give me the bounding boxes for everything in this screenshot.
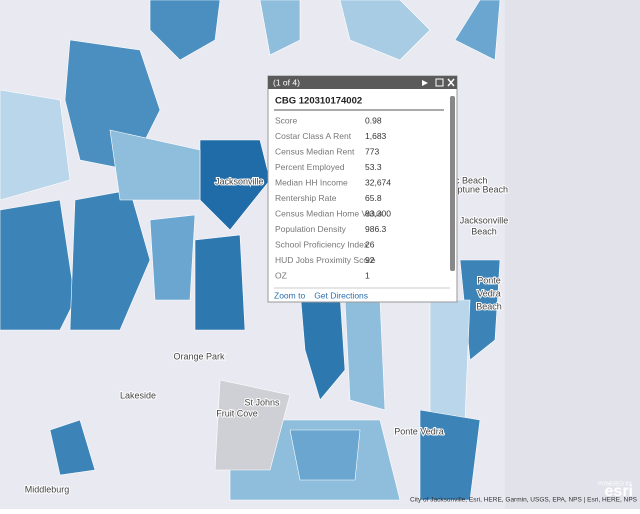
field-label: OZ (275, 270, 287, 280)
field-label: Score (275, 115, 297, 125)
place-label: Ponte (477, 275, 501, 285)
popup-rows: Score 0.98 Costar Class A Rent 1,683 Census … (275, 115, 391, 280)
next-button[interactable] (422, 80, 428, 86)
field-label: Population Density (275, 224, 347, 234)
action-link[interactable]: Zoom to (274, 290, 305, 300)
logo-caption: POWERED BY (598, 481, 633, 487)
place-label: Beach (471, 226, 497, 236)
field-value: 65.8 (365, 193, 382, 203)
place-label: Neptune Beach (446, 184, 508, 194)
place-label: St Johns (244, 397, 280, 407)
close-button[interactable] (447, 78, 455, 87)
field-value: 53.3 (365, 162, 382, 172)
field-value: 26 (365, 239, 375, 249)
place-label: Lakeside (120, 390, 156, 400)
field-value: 92 (365, 255, 375, 265)
popup-counter: (1 of 4) (273, 77, 300, 87)
popup-panel (267, 75, 458, 303)
place-label: Middleburg (25, 484, 70, 494)
ocean (505, 0, 640, 509)
field-label: Percent Employed (275, 162, 345, 172)
place-label: Fruit Cove (216, 408, 258, 418)
field-value: 773 (365, 146, 379, 156)
field-label: Rentership Rate (275, 193, 337, 203)
field-value: 986.3 (365, 224, 387, 234)
scrollbar[interactable] (450, 96, 455, 271)
field-label: HUD Jobs Proximity Score (275, 255, 376, 265)
field-value: 83,300 (365, 208, 391, 218)
field-value: 1,683 (365, 131, 387, 141)
field-label: Census Median Home Value (275, 208, 383, 218)
field-value: 0.98 (365, 115, 382, 125)
field-label: Costar Class A Rent (275, 131, 352, 141)
place-label: Ponte Vedra (394, 426, 444, 436)
place-label: Beach (476, 301, 502, 311)
action-link[interactable]: Get Directions (314, 290, 368, 300)
field-value: 32,674 (365, 177, 391, 187)
logo: esri (605, 483, 633, 500)
popup-actions: Zoom to Get Directions (274, 290, 368, 300)
popup-title: CBG 120310174002 (275, 96, 362, 107)
popup-header (268, 76, 457, 89)
field-label: Census Median Rent (275, 146, 355, 156)
tracts (0, 0, 501, 501)
field-value: 1 (365, 270, 370, 280)
dock-button[interactable] (435, 78, 444, 87)
field-label: Median HH Income (275, 177, 348, 187)
place-label: Jacksonville (215, 176, 264, 186)
place-label: Vedra (477, 288, 501, 298)
popup: (1 of 4) CBG 120310174002 Score 0.98 Costa… (267, 75, 458, 303)
field-label: School Proficiency Index (275, 239, 369, 249)
place-label: Jacksonville (460, 215, 509, 225)
attribution: City of Jacksonville, Esri, HERE, Garmin… (410, 497, 638, 504)
place-label: Orange Park (173, 351, 225, 361)
